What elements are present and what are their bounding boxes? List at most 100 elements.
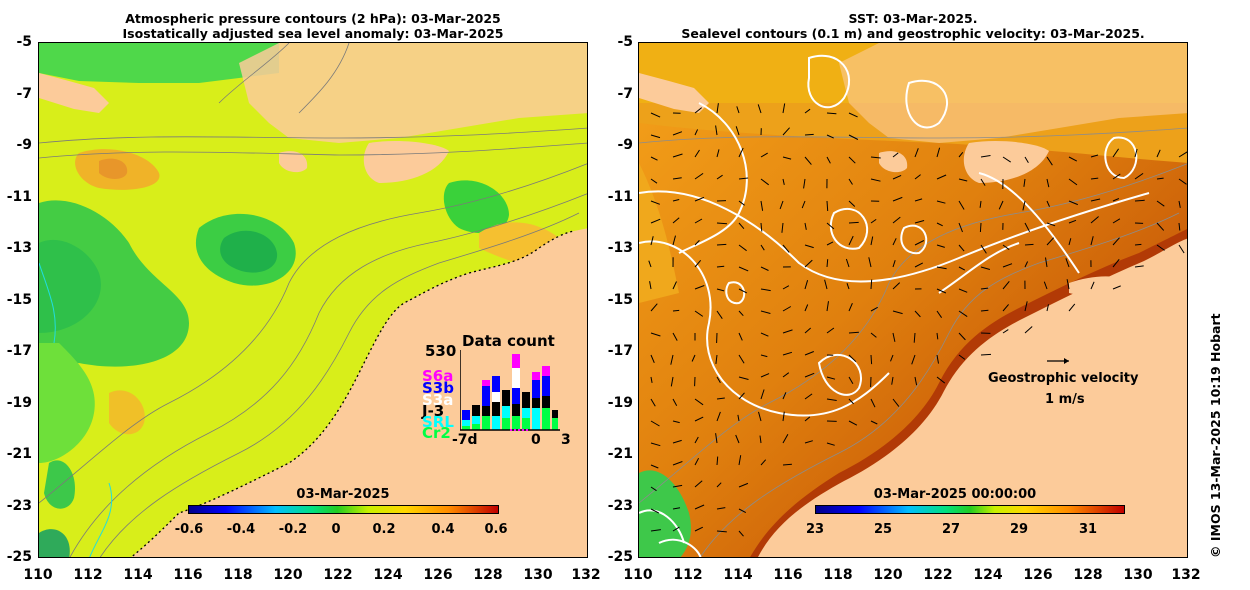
velocity-arrow: [738, 530, 744, 537]
velocity-arrow: [1134, 265, 1144, 268]
velocity-arrow: [738, 482, 749, 488]
velocity-arrow: [738, 147, 744, 158]
velocity-arrow: [694, 436, 699, 444]
left-xtick-6: 122: [323, 567, 353, 583]
velocity-arrow: [848, 112, 858, 118]
velocity-arrow: [804, 133, 814, 136]
velocity-arrow: [979, 200, 982, 208]
right-cbar-tick-2: 27: [941, 522, 961, 537]
velocity-arrow: [760, 389, 765, 400]
right-ytick-2: -9: [617, 137, 633, 153]
velocity-arrow: [650, 200, 660, 205]
velocity-arrow: [650, 442, 661, 447]
velocity-arrow: [1002, 244, 1010, 251]
velocity-arrow: [848, 221, 859, 224]
velocity-arrow: [892, 152, 899, 158]
legend-cr2: Cr2: [422, 424, 451, 442]
velocity-arrow: [649, 281, 652, 290]
velocity-arrow: [716, 288, 725, 292]
velocity-arrow: [716, 174, 723, 180]
velocity-arrow: [694, 107, 703, 114]
right-cbar-tick-0: 23: [805, 522, 825, 537]
velocity-arrow: [738, 222, 745, 230]
velocity-arrow: [892, 174, 902, 180]
velocity-arrow: [914, 262, 924, 268]
velocity-arrow: [736, 106, 740, 114]
velocity-arrow: [650, 134, 661, 139]
velocity-arrow: [1068, 219, 1077, 224]
velocity-arrow: [672, 420, 680, 424]
left-xtick-10: 130: [523, 567, 553, 583]
velocity-arrow: [848, 354, 857, 363]
velocity-arrow: [980, 178, 986, 186]
right-xtick-5: 120: [873, 567, 903, 583]
left-cbar-tick-0: -0.6: [174, 522, 204, 537]
velocity-arrow: [672, 281, 677, 290]
left-cbar-tick-3: 0: [331, 522, 341, 537]
velocity-arrow: [1112, 285, 1121, 290]
velocity-arrow: [760, 354, 768, 358]
velocity-arrow: [1023, 178, 1026, 187]
velocity-arrow: [759, 435, 762, 444]
velocity-arrow: [716, 243, 727, 246]
velocity-arrow: [1002, 156, 1011, 163]
velocity-arrow: [1156, 244, 1165, 251]
left-xtick-9: 128: [473, 567, 503, 583]
velocity-arrow: [804, 259, 813, 268]
right-title-line2: Sealevel contours (0.1 m) and geostrophi…: [681, 26, 1145, 41]
velocity-arrow: [980, 266, 991, 270]
velocity-arrow: [650, 178, 658, 184]
velocity-arrow: [803, 178, 806, 189]
velocity-arrow: [672, 332, 678, 341]
velocity-arrow: [890, 354, 894, 362]
left-cbar-tick-6: 0.6: [484, 522, 508, 537]
right-xtick-10: 130: [1123, 567, 1153, 583]
left-ytick-9: -23: [6, 498, 32, 514]
velocity-arrow: [980, 244, 987, 254]
velocity-arrow: [958, 244, 965, 252]
velocity-arrow: [715, 354, 718, 364]
velocity-arrow: [1068, 303, 1076, 312]
velocity-arrow: [760, 222, 763, 232]
velocity-arrow: [1090, 154, 1099, 158]
velocity-arrow: [1068, 178, 1078, 186]
velocity-arrow: [980, 155, 991, 158]
velocity-arrow: [936, 354, 939, 364]
left-ytick-5: -15: [6, 292, 32, 308]
velocity-arrow: [694, 457, 700, 466]
left-xtick-4: 118: [223, 567, 253, 583]
velocity-arrow: [760, 178, 770, 186]
velocity-arrow: [715, 433, 718, 444]
left-xtick-3: 116: [173, 567, 203, 583]
velocity-arrow: [892, 332, 896, 342]
velocity-arrow: [958, 222, 963, 233]
velocity-arrow: [1024, 243, 1034, 246]
velocity-arrow: [913, 332, 916, 343]
velocity-arrow: [936, 266, 947, 270]
velocity-arrow: [672, 217, 680, 224]
velocity-arrow: [782, 392, 787, 400]
velocity-arrow: [804, 393, 813, 400]
velocity-arrow: [958, 178, 968, 182]
velocity-arrow: [980, 309, 989, 312]
velocity-arrow: [694, 526, 704, 532]
velocity-arrow: [936, 332, 939, 340]
velocity-arrow: [1002, 329, 1009, 334]
velocity-arrow: [738, 455, 742, 466]
right-ytick-8: -21: [607, 446, 633, 462]
right-panel-title: SST: 03-Mar-2025. Sealevel contours (0.1…: [638, 11, 1188, 41]
velocity-arrow: [870, 354, 873, 365]
velocity-arrow: [1134, 243, 1142, 246]
velocity-arrow: [1046, 200, 1050, 207]
velocity-arrow: [804, 244, 814, 249]
velocity-arrow: [846, 283, 850, 290]
velocity-arrow: [760, 373, 770, 378]
velocity-arrow: [779, 200, 784, 210]
right-xtick-4: 118: [823, 567, 853, 583]
velocity-arrow: [958, 200, 965, 210]
left-xtick-7: 124: [373, 567, 403, 583]
velocity-arrow: [1112, 237, 1120, 246]
left-xtick-0: 110: [23, 567, 53, 583]
velocity-arrow: [958, 288, 968, 293]
velocity-arrow: [760, 266, 769, 271]
